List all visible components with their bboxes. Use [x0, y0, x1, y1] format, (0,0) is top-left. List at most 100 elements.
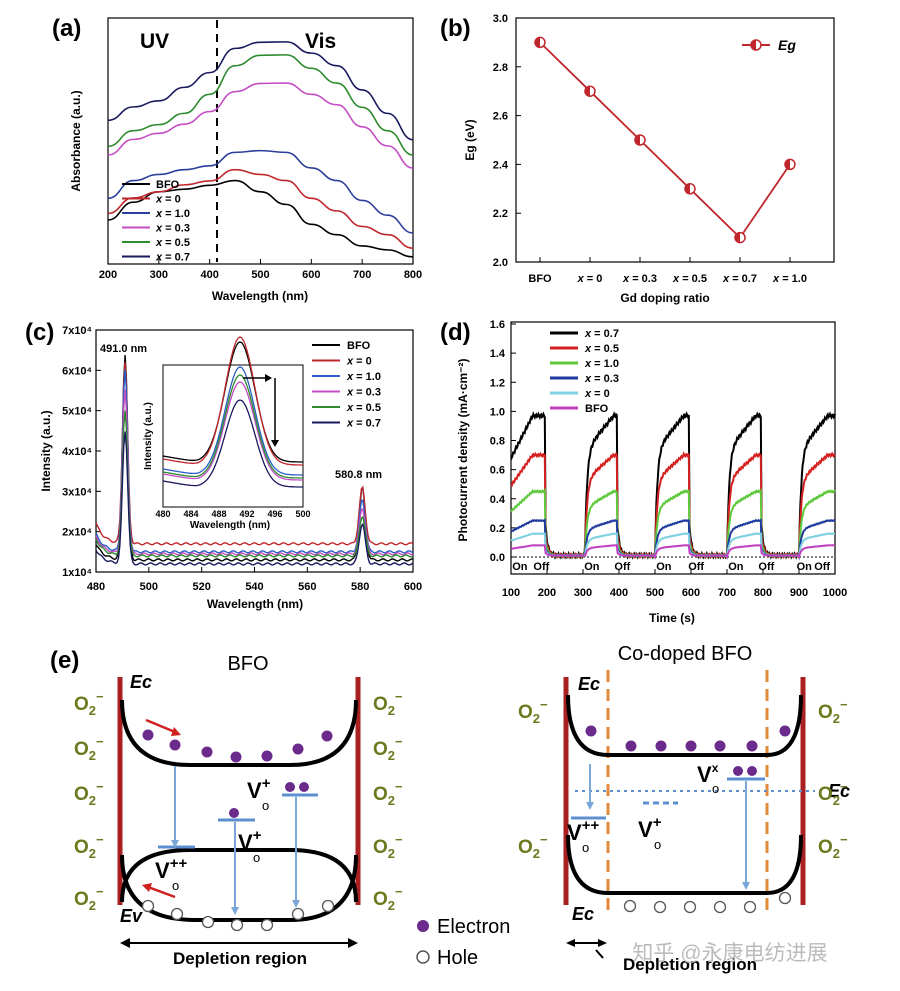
codoped-vox-text: Vx [697, 761, 719, 787]
tick-label: 1000 [823, 587, 847, 599]
hole [778, 891, 792, 905]
o2-label: O2− [74, 689, 104, 718]
bfo-title: BFO [227, 653, 268, 675]
photocurrent-curve-5 [511, 543, 836, 560]
legend-eg: Eg [778, 37, 796, 53]
electron-hole-legend: Electron Hole [416, 916, 510, 969]
on-label: On [656, 561, 672, 573]
peak-580-label: 580.8 nm [335, 469, 382, 481]
legend-entry: x = 0 [584, 388, 610, 400]
legend-entry: x = 0.5 [346, 402, 381, 414]
panel-c-ylabel: Intensity (a.u.) [39, 410, 53, 491]
hole [170, 907, 184, 921]
photocurrent-curve-1 [510, 451, 836, 560]
tick-label: 0.6 [490, 465, 505, 477]
electron [625, 740, 637, 752]
depletion-arrow-right-head-l [566, 939, 575, 947]
codoped-conduction-band [566, 694, 803, 757]
ec-label-right: Ec [828, 781, 850, 801]
legend-hole-circle [416, 950, 430, 964]
on-label: On [584, 561, 600, 573]
panel-c-xlabel: Wavelength (nm) [207, 597, 303, 611]
codoped-title: Co-doped BFO [618, 643, 753, 665]
o2-label: O2− [518, 832, 548, 861]
off-label: Off [533, 561, 549, 573]
legend-entry: x = 0.3 [346, 387, 381, 399]
tick-label: 600 [682, 587, 700, 599]
pl-curve-2 [95, 369, 414, 554]
tick-label: 700 [718, 587, 736, 599]
inset-curves [162, 336, 303, 488]
trapped-electron [299, 782, 309, 792]
inset-tick-label: 488 [211, 509, 226, 519]
absorbance-curve-3 [107, 82, 414, 169]
legend-entry: x = 1.0 [155, 208, 190, 220]
tick-label: 560 [298, 581, 316, 593]
panel-a-curves [107, 41, 414, 258]
inset-tick-label: 484 [183, 509, 198, 519]
vo-p-sub-2: o [262, 798, 269, 813]
category-label: x = 0.3 [622, 273, 657, 285]
vo-p-text: V+ [238, 827, 262, 855]
pl-curve-1 [95, 362, 414, 546]
vo-p-text-2: V+ [247, 775, 271, 803]
tick-label: 300 [150, 269, 168, 281]
inset-arrow-down-head [271, 440, 279, 447]
hole-flow-arrow [147, 885, 176, 899]
tick-label: 400 [200, 269, 218, 281]
absorbance-curve-1 [107, 168, 414, 249]
tick-label: 1.6 [490, 319, 505, 331]
vo-p-sub: o [253, 850, 260, 865]
trapped-electron [285, 782, 295, 792]
o2-label: O2− [373, 734, 403, 763]
legend-electron-dot [417, 920, 429, 932]
panel-c-legend: BFO x = 0 x = 1.0 x = 0.3 x = 0.5 x = 0.7 [312, 340, 381, 430]
inset-curve-1 [162, 336, 303, 466]
panel-b-xlabel: Gd doping ratio [620, 291, 709, 305]
ec-label-left: Ec [130, 672, 152, 692]
off-label: Off [758, 561, 774, 573]
panel-a: (a) UV Vis Absorbance (a.u.) Wavelength … [52, 15, 422, 303]
panel-d-curves [510, 411, 836, 561]
hole [291, 907, 305, 921]
tick-label: 0.0 [490, 552, 505, 564]
ec-label-right-top: Ec [578, 674, 600, 694]
category-label: x = 1.0 [772, 273, 807, 285]
electron-flow-arrow-head [171, 727, 181, 736]
tick-label: 300 [574, 587, 592, 599]
panel-b-label: (b) [440, 15, 471, 42]
inset-tick-label: 480 [155, 509, 170, 519]
tick-label: 6x10⁴ [62, 365, 92, 377]
eg-point-fill [685, 183, 690, 194]
off-label: Off [814, 561, 830, 573]
panel-a-ylabel: Absorbance (a.u.) [69, 90, 83, 191]
hole [623, 899, 637, 913]
tick-label: 7x10⁴ [62, 325, 92, 337]
absorbance-curve-5 [107, 41, 414, 141]
codoped-vo-pp-sub: o [582, 840, 589, 855]
tick-label: 1x10⁴ [62, 567, 92, 579]
electron [169, 739, 181, 751]
eg-line [539, 41, 791, 239]
tick-label: 600 [404, 581, 422, 593]
panel-d-label: (d) [440, 319, 471, 346]
o2-label: O2− [818, 779, 848, 808]
ev-label-left: Ev [120, 906, 143, 926]
tick-label: 5x10⁴ [62, 406, 92, 418]
panel-b-legend: Eg [742, 37, 796, 53]
inset-curve-0 [162, 341, 303, 463]
electron-flow-arrow [145, 718, 176, 734]
panel-c-inset: Intensity (a.u.) Wavelength (nm) 480 484 4… [143, 336, 311, 531]
photocurrent-curve-3 [510, 518, 836, 561]
legend-entry: x = 0 [346, 356, 372, 368]
uv-label: UV [140, 30, 169, 53]
tick-label: 1.4 [490, 348, 506, 360]
tick-label: 2.2 [493, 208, 508, 220]
hole [713, 900, 727, 914]
tick-label: 520 [192, 581, 210, 593]
tick-label: 0.8 [490, 436, 505, 448]
legend-entry: x = 0.7 [155, 252, 190, 264]
tick-label: 580 [351, 581, 369, 593]
